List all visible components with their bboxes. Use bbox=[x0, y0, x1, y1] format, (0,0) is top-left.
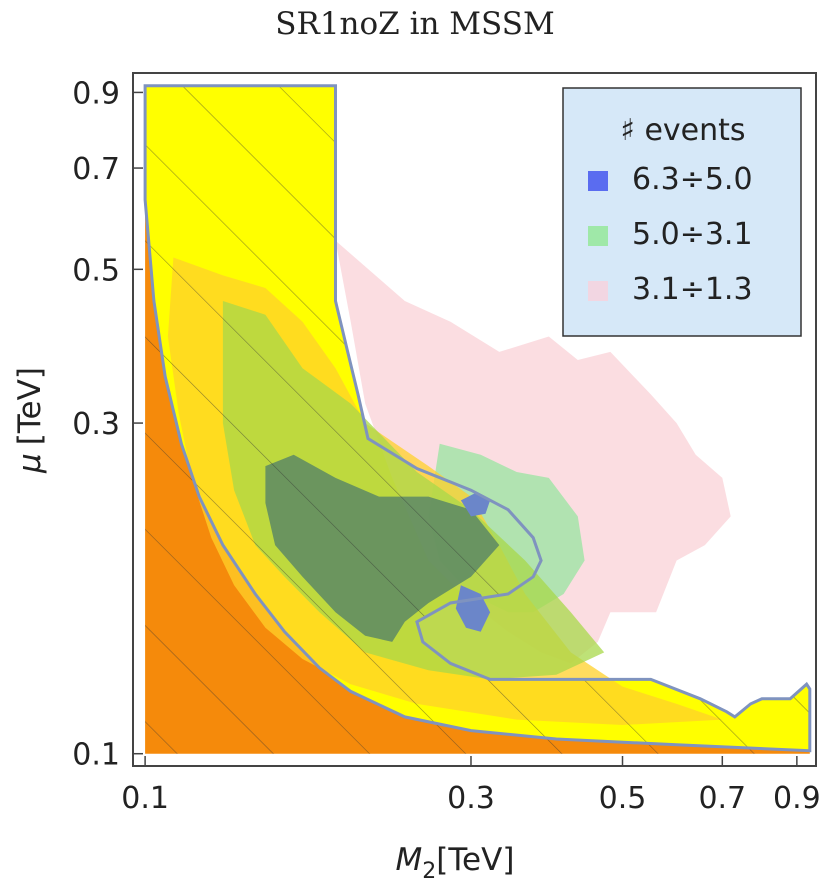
x-tick-label: 0.7 bbox=[698, 781, 746, 816]
svg-text:M2[TeV]: M2[TeV] bbox=[396, 842, 515, 884]
legend-label: 3.1÷1.3 bbox=[632, 272, 753, 307]
y-tick-label: 0.5 bbox=[72, 253, 120, 288]
legend-label: 5.0÷3.1 bbox=[632, 217, 753, 252]
x-axis-subscript: 2 bbox=[422, 859, 436, 884]
legend-swatch bbox=[588, 171, 608, 191]
y-axis: 0.1 0.3 0.5 0.7 0.9 bbox=[72, 76, 143, 773]
x-tick-label: 0.5 bbox=[599, 781, 647, 816]
x-axis-title: M2[TeV] bbox=[396, 842, 515, 884]
plot-frame bbox=[132, 72, 817, 767]
x-axis: 0.1 0.3 0.5 0.7 0.9 bbox=[121, 756, 821, 816]
y-axis-symbol: μ bbox=[12, 453, 48, 474]
legend-label: 6.3÷5.0 bbox=[632, 162, 753, 197]
x-axis-unit: [TeV] bbox=[436, 842, 514, 878]
y-tick-label: 0.1 bbox=[72, 738, 120, 773]
contour-regions bbox=[143, 84, 812, 754]
allowed-region-outline bbox=[143, 84, 812, 753]
legend-swatch bbox=[588, 226, 608, 246]
y-tick-label: 0.3 bbox=[72, 407, 120, 442]
chart-title: SR1noZ in MSSM bbox=[275, 6, 555, 42]
legend-title: ♯ events bbox=[620, 113, 745, 148]
hatch-allowed-yellow bbox=[145, 85, 810, 751]
svg-text:μ[TeV]: μ [TeV] bbox=[12, 367, 48, 474]
y-tick-label: 0.7 bbox=[72, 152, 120, 187]
legend: ♯ events 6.3÷5.0 5.0÷3.1 3.1÷1.3 bbox=[562, 87, 802, 337]
y-tick-label: 0.9 bbox=[72, 76, 120, 111]
hatch-excluded-orange bbox=[145, 199, 810, 754]
legend-swatch bbox=[588, 281, 608, 301]
y-axis-title: μ [TeV] bbox=[12, 367, 48, 474]
x-tick-label: 0.3 bbox=[447, 781, 495, 816]
x-tick-label: 0.9 bbox=[773, 781, 821, 816]
y-axis-unit: [TeV] bbox=[12, 367, 48, 445]
x-tick-label: 0.1 bbox=[121, 781, 169, 816]
x-axis-symbol: M bbox=[396, 842, 423, 878]
